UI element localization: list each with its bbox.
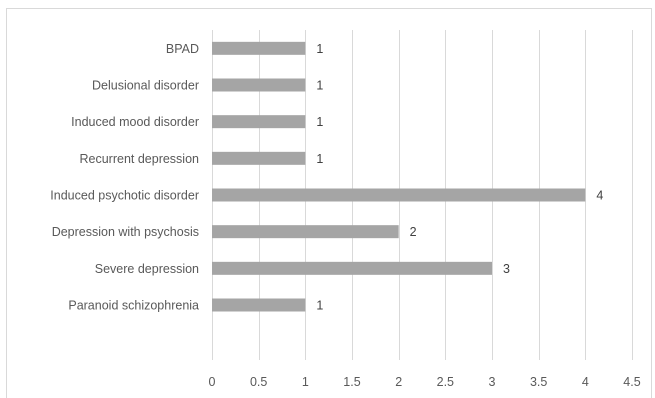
category-label: Paranoid schizophrenia — [68, 299, 199, 313]
chart-border-left — [6, 8, 7, 398]
category-label: Induced mood disorder — [71, 115, 199, 129]
chart-border-right — [651, 8, 652, 398]
data-labels: 1 1 1 1 4 2 3 1 — [316, 42, 603, 313]
category-label: Delusional disorder — [92, 79, 199, 93]
data-label: 3 — [503, 262, 510, 276]
bar — [212, 41, 306, 55]
data-label: 1 — [316, 299, 323, 313]
category-labels: BPAD Delusional disorder Induced mood diso… — [50, 42, 199, 313]
category-label: Severe depression — [95, 262, 199, 276]
x-tick-label: 4.5 — [623, 375, 640, 389]
data-label: 1 — [316, 79, 323, 93]
bars — [212, 41, 586, 312]
data-label: 1 — [316, 42, 323, 56]
x-tick-labels: 0 0.5 1 1.5 2 2.5 3 3.5 4 4.5 — [209, 375, 641, 389]
x-tick-label: 1 — [302, 375, 309, 389]
chart-border-top — [6, 8, 652, 9]
bar — [212, 151, 306, 165]
x-tick-label: 2.5 — [437, 375, 454, 389]
bar — [212, 188, 586, 202]
category-label: Depression with psychosis — [52, 225, 199, 239]
x-tick-label: 0.5 — [250, 375, 267, 389]
category-label: Recurrent depression — [79, 152, 199, 166]
x-tick-label: 2 — [395, 375, 402, 389]
x-tick-label: 3 — [489, 375, 496, 389]
x-tick-label: 1.5 — [343, 375, 360, 389]
data-label: 1 — [316, 152, 323, 166]
data-label: 2 — [410, 225, 417, 239]
x-tick-label: 3.5 — [530, 375, 547, 389]
bar — [212, 261, 492, 275]
x-tick-label: 4 — [582, 375, 589, 389]
x-tick-label: 0 — [209, 375, 216, 389]
bar — [212, 115, 306, 129]
bar — [212, 78, 306, 92]
data-label: 4 — [596, 189, 603, 203]
category-label: BPAD — [166, 42, 199, 56]
bar — [212, 225, 399, 239]
category-label: Induced psychotic disorder — [50, 189, 199, 203]
data-label: 1 — [316, 115, 323, 129]
bar — [212, 298, 306, 312]
